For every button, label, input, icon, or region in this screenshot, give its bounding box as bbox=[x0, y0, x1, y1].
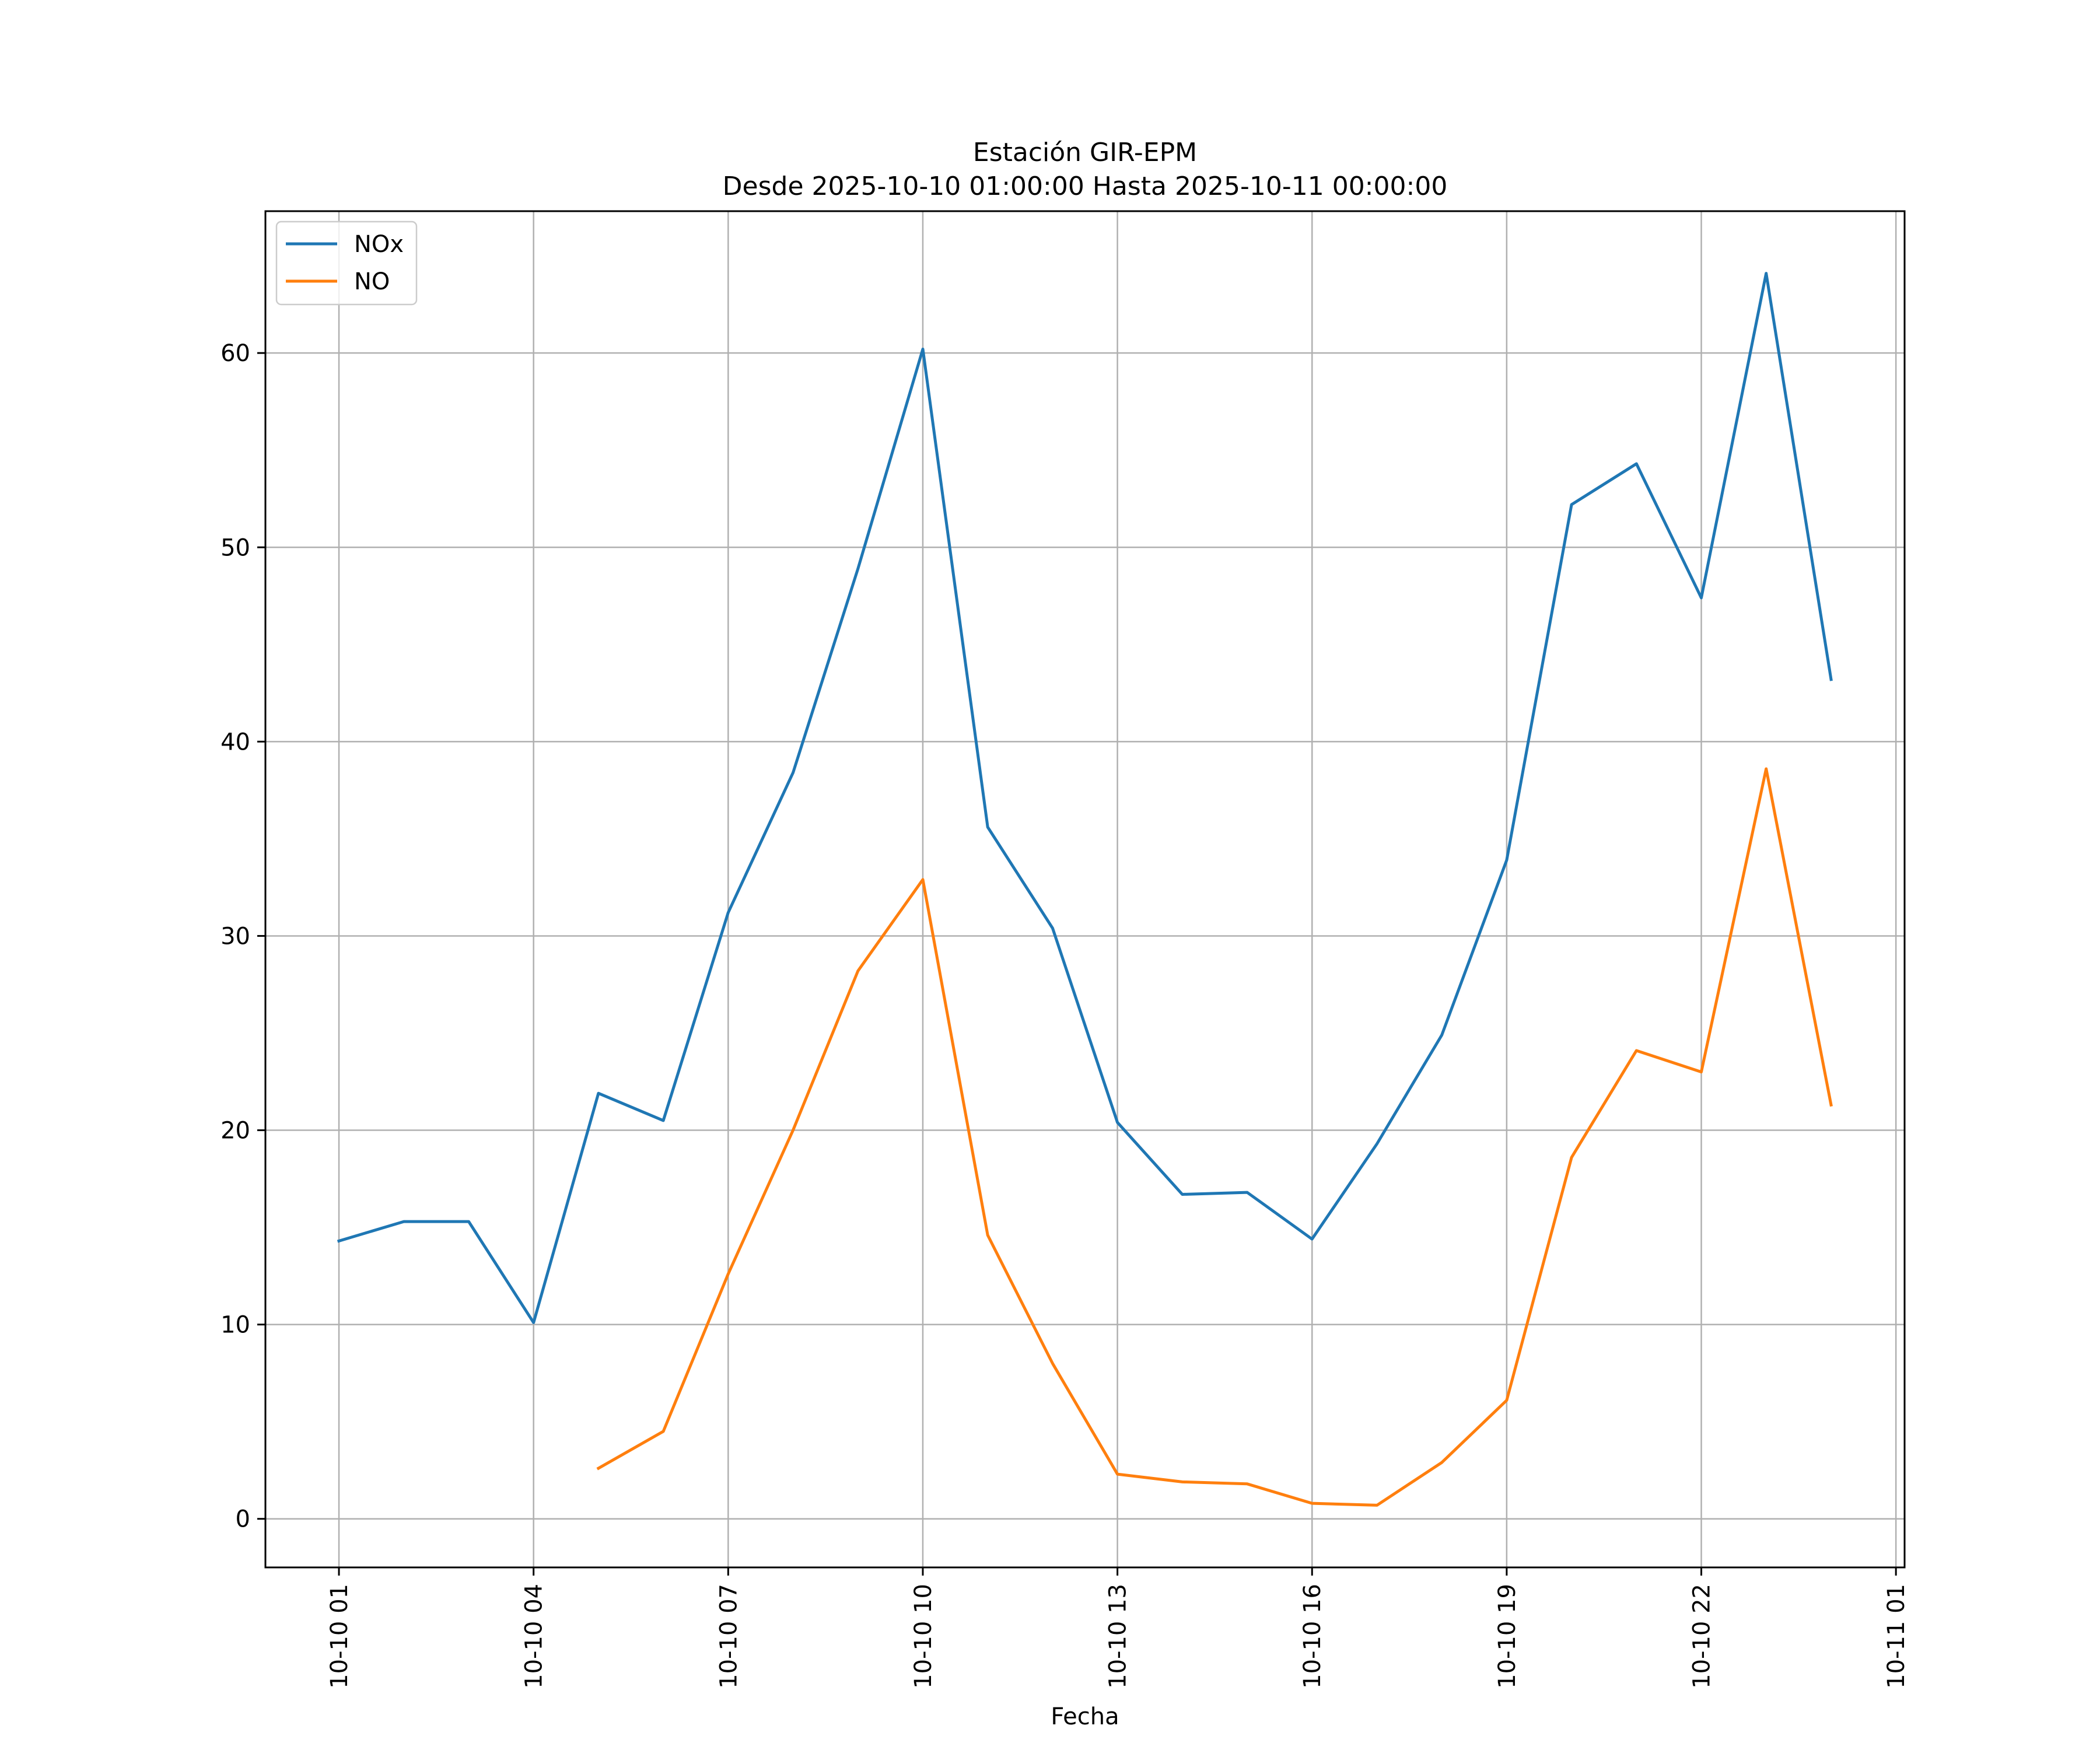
data-point-nox bbox=[856, 567, 860, 570]
data-point-nox bbox=[1245, 1191, 1249, 1194]
y-tick-label: 20 bbox=[220, 1118, 250, 1144]
data-point-nox bbox=[1375, 1142, 1378, 1146]
data-point-no bbox=[1051, 1362, 1054, 1365]
y-tick-label: 50 bbox=[220, 534, 250, 561]
data-point-nox bbox=[1765, 272, 1768, 275]
y-tick-label: 0 bbox=[236, 1506, 250, 1533]
data-point-no bbox=[856, 969, 860, 972]
data-point-no bbox=[986, 1233, 989, 1237]
y-tick-label: 40 bbox=[220, 729, 250, 755]
data-point-nox bbox=[1051, 926, 1054, 930]
data-point-nox bbox=[921, 347, 925, 351]
series-line-no bbox=[596, 767, 1833, 1507]
data-point-nox bbox=[986, 825, 989, 829]
legend-label-no: NO bbox=[354, 268, 390, 295]
grid bbox=[265, 211, 1905, 1567]
data-point-nox bbox=[1505, 859, 1508, 862]
x-tick-label: 10-10 10 bbox=[910, 1584, 937, 1689]
data-point-nox bbox=[1634, 462, 1638, 466]
data-point-no bbox=[597, 1466, 600, 1470]
data-point-nox bbox=[1116, 1121, 1119, 1124]
x-tick-label: 10-11 01 bbox=[1883, 1584, 1910, 1689]
x-tick-label: 10-10 19 bbox=[1494, 1584, 1521, 1689]
data-point-nox bbox=[792, 771, 795, 775]
legend: NOx NO bbox=[275, 220, 418, 306]
x-tick-label: 10-10 01 bbox=[326, 1584, 353, 1689]
legend-label-nox: NOx bbox=[354, 231, 404, 258]
x-axis-label: Fecha bbox=[1051, 1703, 1119, 1730]
data-point-no bbox=[1181, 1480, 1184, 1483]
data-point-no bbox=[1765, 767, 1768, 771]
data-point-no bbox=[1375, 1503, 1378, 1507]
data-point-no bbox=[662, 1430, 665, 1433]
data-point-nox bbox=[1700, 596, 1703, 600]
data-point-no bbox=[726, 1272, 730, 1276]
data-point-no bbox=[1310, 1502, 1314, 1505]
chart-title-line-1: Estación GIR-EPM bbox=[973, 138, 1197, 167]
data-point-nox bbox=[337, 1239, 341, 1242]
data-point-no bbox=[1116, 1472, 1119, 1476]
data-point-nox bbox=[1181, 1192, 1184, 1196]
data-point-nox bbox=[662, 1119, 665, 1122]
x-tick-label: 10-10 04 bbox=[521, 1584, 548, 1689]
data-point-nox bbox=[1440, 1033, 1444, 1037]
data-point-nox bbox=[1829, 678, 1833, 681]
data-point-nox bbox=[467, 1220, 470, 1223]
data-point-no bbox=[1245, 1482, 1249, 1486]
series-lines bbox=[337, 272, 1833, 1507]
data-point-nox bbox=[1310, 1237, 1314, 1241]
plot-area-frame bbox=[264, 210, 1906, 1569]
y-axis: 0 10 20 30 40 50 60 bbox=[220, 340, 265, 1533]
data-point-no bbox=[1700, 1070, 1703, 1074]
data-point-no bbox=[1505, 1399, 1508, 1402]
data-point-nox bbox=[1570, 503, 1573, 506]
y-tick-label: 10 bbox=[220, 1312, 250, 1339]
x-tick-label: 10-10 16 bbox=[1299, 1584, 1326, 1689]
y-tick-label: 30 bbox=[220, 923, 250, 950]
data-point-no bbox=[1570, 1156, 1573, 1159]
data-point-no bbox=[792, 1129, 795, 1132]
data-point-nox bbox=[402, 1220, 405, 1223]
y-tick-label: 60 bbox=[220, 340, 250, 367]
data-point-no bbox=[921, 878, 925, 881]
x-axis: 10-10 01 10-10 04 10-10 07 10-10 10 10-10 13… bbox=[326, 1567, 1910, 1689]
data-point-no bbox=[1440, 1461, 1444, 1464]
x-tick-label: 10-10 07 bbox=[715, 1584, 742, 1689]
chart-title-line-2: Desde 2025-10-10 01:00:00 Hasta 2025-10-… bbox=[723, 172, 1448, 201]
data-point-nox bbox=[726, 911, 730, 914]
series-line-nox bbox=[337, 272, 1833, 1324]
x-tick-label: 10-10 22 bbox=[1689, 1584, 1716, 1689]
x-tick-label: 10-10 13 bbox=[1105, 1584, 1132, 1689]
data-point-no bbox=[1634, 1049, 1638, 1052]
data-point-nox bbox=[597, 1091, 600, 1095]
data-point-nox bbox=[532, 1321, 536, 1324]
data-point-no bbox=[1829, 1103, 1833, 1107]
